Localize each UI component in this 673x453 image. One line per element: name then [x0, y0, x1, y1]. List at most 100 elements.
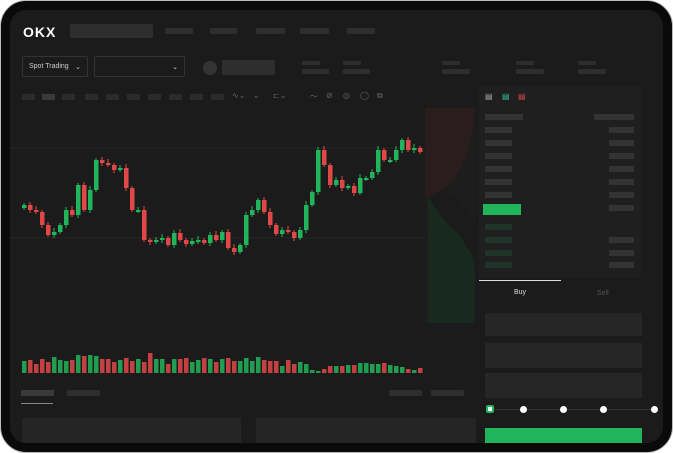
- nav-item[interactable]: [210, 28, 237, 34]
- volume-bar: [370, 364, 375, 373]
- orders-panel: [22, 418, 241, 443]
- candle: [94, 160, 99, 190]
- candle: [250, 210, 255, 215]
- indicator-icon[interactable]: ∿⌄: [232, 91, 246, 100]
- magnet-icon[interactable]: ◎: [343, 91, 350, 100]
- volume-bar: [340, 366, 345, 373]
- trading-screen: OKX Spot Trading ⌄ ⌄ ∿⌄ ⌄ ⊏⌄ 〜 ⊘ ◎ ◯ ⧉ ▤ …: [10, 10, 663, 443]
- tab-order-history[interactable]: [67, 390, 100, 396]
- candle: [202, 240, 207, 243]
- volume-bar: [130, 361, 135, 373]
- candle: [358, 178, 363, 193]
- candle: [322, 150, 327, 165]
- volume-bar: [166, 364, 171, 373]
- amount-slider[interactable]: [488, 409, 656, 410]
- volume-bar: [76, 355, 81, 373]
- timeframe-button[interactable]: [190, 94, 203, 100]
- volume-bar: [364, 363, 369, 373]
- both-sides-icon[interactable]: ▤: [485, 92, 493, 101]
- candle: [40, 212, 45, 225]
- ask-price: [485, 166, 512, 172]
- search-bar[interactable]: [70, 24, 153, 38]
- volume-bar: [316, 371, 321, 373]
- timeframe-button[interactable]: [42, 94, 55, 100]
- ask-price: [485, 140, 512, 146]
- volume-bar: [322, 369, 327, 373]
- candle: [196, 240, 201, 242]
- candle: [334, 180, 339, 185]
- timeframe-button[interactable]: [62, 94, 75, 100]
- candle: [100, 160, 105, 163]
- filter-button[interactable]: [431, 390, 464, 396]
- candle: [148, 240, 153, 242]
- line-icon[interactable]: ⌄: [253, 91, 260, 100]
- chevron-down-icon: ⌄: [75, 63, 81, 71]
- bid-amount: [609, 262, 634, 268]
- ruler-icon[interactable]: ⊏⌄: [273, 91, 287, 100]
- volume-bar: [70, 360, 75, 373]
- buy-button[interactable]: [485, 428, 642, 443]
- volume-bar: [178, 359, 183, 373]
- candle: [118, 168, 123, 170]
- nav-item[interactable]: [300, 28, 329, 34]
- candle: [370, 172, 375, 178]
- slider-handle[interactable]: [486, 405, 494, 413]
- total-input[interactable]: [485, 373, 642, 398]
- settings-icon[interactable]: ◯: [360, 91, 369, 100]
- ask-amount: [609, 140, 634, 146]
- volume-bar: [94, 356, 99, 373]
- volume-bar: [22, 361, 27, 373]
- volume-bar: [148, 353, 153, 373]
- tab-sell[interactable]: Sell: [597, 290, 609, 297]
- volume-bar: [310, 370, 315, 373]
- candle: [394, 150, 399, 160]
- timeframe-button[interactable]: [169, 94, 182, 100]
- pen-icon[interactable]: ⊘: [326, 91, 333, 100]
- market-type-dropdown[interactable]: Spot Trading ⌄: [22, 56, 88, 77]
- tab-buy[interactable]: Buy: [514, 289, 527, 296]
- candle: [340, 180, 345, 188]
- volume-bar: [280, 366, 285, 373]
- candle: [46, 225, 51, 235]
- timeframe-button[interactable]: [22, 94, 35, 100]
- candle: [346, 186, 351, 188]
- candle: [388, 160, 393, 162]
- candle: [166, 238, 171, 245]
- nav-item[interactable]: [256, 28, 285, 34]
- pair-dropdown[interactable]: ⌄: [94, 56, 185, 77]
- timeframe-button[interactable]: [127, 94, 140, 100]
- filter-button[interactable]: [389, 390, 422, 396]
- nav-item[interactable]: [165, 28, 193, 34]
- volume-bar: [334, 366, 339, 373]
- candle: [298, 230, 303, 238]
- candle: [352, 186, 357, 193]
- nav-item[interactable]: [347, 28, 375, 34]
- volume-bar: [154, 359, 159, 373]
- ask-amount: [609, 153, 634, 159]
- tab-open-orders[interactable]: [21, 390, 54, 396]
- okx-logo[interactable]: OKX: [23, 24, 57, 40]
- volume-bar: [220, 359, 225, 373]
- timeframe-button[interactable]: [106, 94, 119, 100]
- volume-bar: [142, 362, 147, 373]
- volume-bar: [382, 363, 387, 373]
- bids-icon[interactable]: ▤: [502, 92, 510, 101]
- volume-bar: [268, 361, 273, 373]
- candlestick-chart[interactable]: [10, 105, 480, 375]
- candle: [136, 210, 141, 212]
- volume-bar: [328, 366, 333, 373]
- volume-bar: [352, 365, 357, 373]
- wave-icon[interactable]: 〜: [310, 92, 318, 101]
- timeframe-button[interactable]: [211, 94, 224, 100]
- last-price: [483, 204, 521, 215]
- timeframe-button[interactable]: [85, 94, 98, 100]
- volume-bar: [406, 369, 411, 373]
- timeframe-button[interactable]: [148, 94, 161, 100]
- candle: [274, 225, 279, 234]
- price-input[interactable]: [485, 313, 642, 336]
- candle: [376, 150, 381, 172]
- volume-bar: [208, 359, 213, 373]
- amount-input[interactable]: [485, 343, 642, 368]
- asks-icon[interactable]: ▤: [518, 92, 526, 101]
- fullscreen-icon[interactable]: ⧉: [377, 91, 383, 100]
